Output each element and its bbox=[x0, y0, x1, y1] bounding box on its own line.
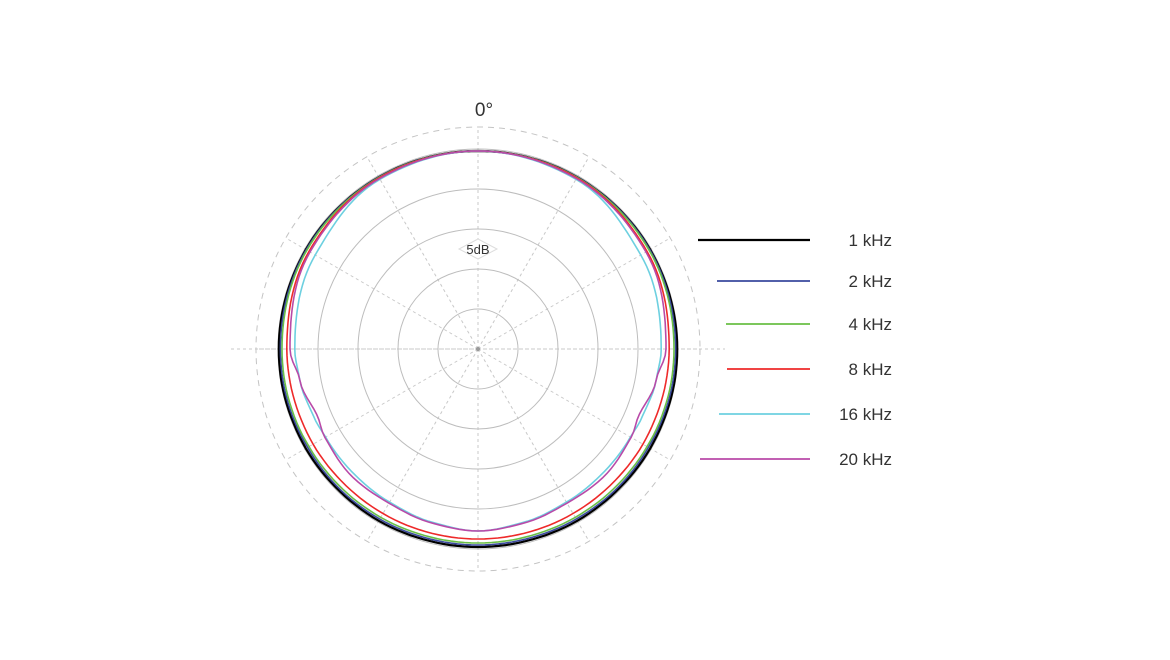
legend-label: 20 kHz bbox=[839, 450, 892, 469]
spoke-120 bbox=[477, 348, 671, 461]
scale-label-box: 5dB bbox=[457, 238, 499, 260]
spoke-210 bbox=[366, 348, 479, 542]
center-dot bbox=[476, 347, 480, 351]
polar-grid bbox=[231, 126, 725, 572]
legend-label: 4 kHz bbox=[849, 315, 892, 334]
series-curve-20-khz bbox=[289, 150, 667, 532]
ring--20db bbox=[437, 308, 519, 390]
spoke-150 bbox=[477, 348, 590, 542]
spoke-300 bbox=[285, 237, 479, 350]
series-curves bbox=[277, 149, 679, 549]
angle-label-0: 0° bbox=[475, 100, 493, 121]
legend-label: 8 kHz bbox=[849, 360, 892, 379]
series-curve-8-khz bbox=[285, 150, 671, 540]
ring--10db bbox=[357, 228, 599, 470]
legend-label: 1 kHz bbox=[849, 231, 892, 250]
spoke-240 bbox=[285, 348, 479, 461]
legend-label: 16 kHz bbox=[839, 405, 892, 424]
series-curve-2-khz bbox=[279, 150, 677, 546]
legend: 1 kHz 2 kHz 4 kHz 8 kHz 16 kHz 20 kHz bbox=[698, 231, 892, 469]
ring--5db bbox=[317, 188, 639, 510]
ring--15db bbox=[397, 268, 559, 430]
series-curve-4-khz bbox=[281, 150, 675, 544]
scale-label: 5dB bbox=[466, 242, 489, 257]
spoke-30 bbox=[477, 156, 590, 350]
legend-label: 2 kHz bbox=[849, 272, 892, 291]
spoke-60 bbox=[477, 237, 671, 350]
spoke-330 bbox=[366, 156, 479, 350]
outer-ring bbox=[255, 126, 701, 572]
